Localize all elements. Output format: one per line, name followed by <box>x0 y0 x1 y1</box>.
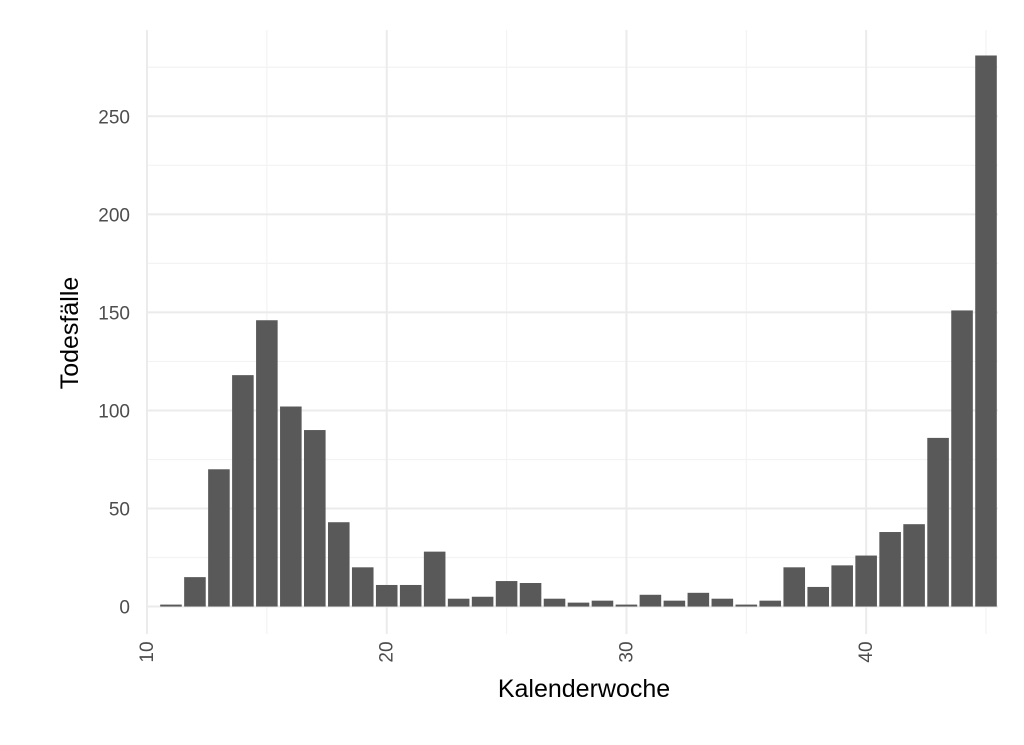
bar-kw-11 <box>160 604 182 607</box>
bar-kw-19 <box>351 567 374 607</box>
y-tick-label: 0 <box>119 598 130 619</box>
y-tick-label: 150 <box>98 303 130 324</box>
bar-kw-40 <box>855 555 877 607</box>
bar-kw-18 <box>327 522 350 607</box>
bar-kw-12 <box>184 577 206 607</box>
bar-kw-32 <box>663 600 686 607</box>
bar-kw-37 <box>783 567 806 607</box>
y-tick-label: 200 <box>98 205 130 226</box>
bar-kw-45 <box>975 55 997 607</box>
bar-kw-26 <box>519 583 542 607</box>
x-tick-label: 30 <box>616 641 637 662</box>
bar-kw-17 <box>304 430 326 607</box>
bar-kw-16 <box>280 406 302 607</box>
bar-kw-23 <box>447 598 470 607</box>
bar-kw-15 <box>256 320 278 607</box>
bar-kw-14 <box>232 375 254 607</box>
bar-kw-33 <box>687 592 710 607</box>
x-tick-label: 40 <box>856 641 877 662</box>
x-axis-title: Kalenderwoche <box>498 675 670 703</box>
bar-kw-30 <box>615 604 638 607</box>
bar-kw-21 <box>399 584 422 607</box>
x-tick-label: 10 <box>137 641 158 662</box>
bar-kw-42 <box>903 524 925 607</box>
bars <box>160 55 997 607</box>
bar-kw-35 <box>735 604 758 607</box>
bar-kw-22 <box>423 551 446 607</box>
bar-kw-39 <box>831 565 853 607</box>
bar-kw-28 <box>567 602 590 607</box>
y-tick-label: 100 <box>98 401 130 422</box>
x-tick-label: 20 <box>377 641 398 662</box>
bar-kw-31 <box>639 594 662 607</box>
y-axis-title: Todesfälle <box>56 277 84 390</box>
bar-kw-44 <box>951 310 973 607</box>
bar-kw-38 <box>807 586 829 607</box>
x-tick-labels: 10 20 30 40 <box>137 641 877 662</box>
bar-kw-24 <box>471 596 494 607</box>
bar-kw-27 <box>543 598 566 607</box>
y-tick-labels: 0 50 100 150 200 250 <box>98 107 130 618</box>
bar-kw-41 <box>879 532 901 607</box>
bar-kw-25 <box>495 581 518 607</box>
y-tick-label: 50 <box>109 499 130 520</box>
bar-kw-43 <box>927 437 949 607</box>
bar-kw-29 <box>591 600 614 607</box>
bar-kw-13 <box>208 469 230 607</box>
bar-kw-36 <box>759 600 782 607</box>
bar-kw-34 <box>711 598 734 607</box>
y-tick-label: 250 <box>98 107 130 128</box>
bar-kw-20 <box>375 584 398 607</box>
